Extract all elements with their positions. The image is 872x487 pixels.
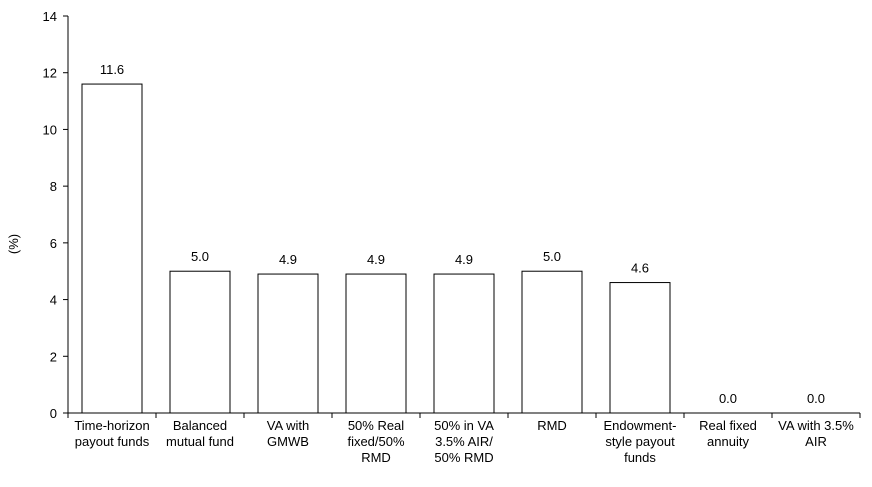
data-label: 4.9 <box>367 252 385 267</box>
category-label: VA with GMWB <box>267 418 309 449</box>
category-label-line: Balanced <box>173 418 227 433</box>
y-tick-label: 14 <box>43 9 57 24</box>
bar <box>345 273 407 414</box>
data-label: 4.9 <box>455 252 473 267</box>
y-tick-label: 12 <box>43 66 57 81</box>
category-label-line: annuity <box>707 434 749 449</box>
category-label-line: Time-horizon <box>74 418 149 433</box>
bar <box>609 282 671 414</box>
data-label: 4.9 <box>279 252 297 267</box>
category-label: Time-horizon payout funds <box>74 418 149 449</box>
category-label-line: RMD <box>361 450 391 465</box>
category-label-line: funds <box>624 450 656 465</box>
category-label-line: payout funds <box>75 434 150 449</box>
y-tick-label: 10 <box>43 122 57 137</box>
category-label: VA with 3.5% AIR <box>778 418 854 449</box>
category-label-line: GMWB <box>267 434 309 449</box>
bars <box>81 83 671 414</box>
bar <box>433 273 495 414</box>
category-label: 50% in VA 3.5% AIR/50% RMD <box>434 418 494 465</box>
category-label-line: VA with 3.5% <box>778 418 854 433</box>
data-labels: 11.6 5.0 4.9 4.9 4.9 5.0 4.6 0.0 0.0 <box>100 62 825 406</box>
bar <box>81 83 143 414</box>
data-label: 0.0 <box>807 391 825 406</box>
data-label: 5.0 <box>543 249 561 264</box>
y-tick-label: 0 <box>50 406 57 421</box>
category-labels: Time-horizon payout funds Balanced mutual f… <box>74 418 854 465</box>
category-label-line: RMD <box>537 418 567 433</box>
category-label: 50% Real fixed/50% RMD <box>347 418 405 465</box>
y-tick-label: 8 <box>50 179 57 194</box>
category-label-line: style payout <box>605 434 675 449</box>
bar <box>257 273 319 414</box>
category-label-line: fixed/50% <box>347 434 405 449</box>
category-label-line: AIR <box>805 434 827 449</box>
y-axis-title: (%) <box>6 234 21 254</box>
y-axis: 0 2 4 6 8 10 12 14 <box>43 9 69 421</box>
category-label: Balanced mutual fund <box>166 418 234 449</box>
category-label-line: mutual fund <box>166 434 234 449</box>
category-label-line: Endowment- <box>604 418 677 433</box>
data-label: 0.0 <box>719 391 737 406</box>
category-label-line: 50% in VA <box>434 418 494 433</box>
category-label-line: 50% RMD <box>434 450 493 465</box>
category-label: Endowment-style payout funds <box>604 418 677 465</box>
category-label-line: 50% Real <box>348 418 404 433</box>
y-tick-label: 4 <box>50 293 57 308</box>
category-label-line: Real fixed <box>699 418 757 433</box>
bar <box>169 270 231 414</box>
category-label: RMD <box>537 418 567 433</box>
bar <box>521 270 583 414</box>
y-tick-label: 2 <box>50 349 57 364</box>
category-label-line: 3.5% AIR/ <box>435 434 493 449</box>
category-label-line: VA with <box>267 418 309 433</box>
category-label: Real fixed annuity <box>699 418 757 449</box>
data-label: 11.6 <box>100 62 124 77</box>
data-label: 5.0 <box>191 249 209 264</box>
data-label: 4.6 <box>631 261 649 276</box>
y-tick-label: 6 <box>50 236 57 251</box>
